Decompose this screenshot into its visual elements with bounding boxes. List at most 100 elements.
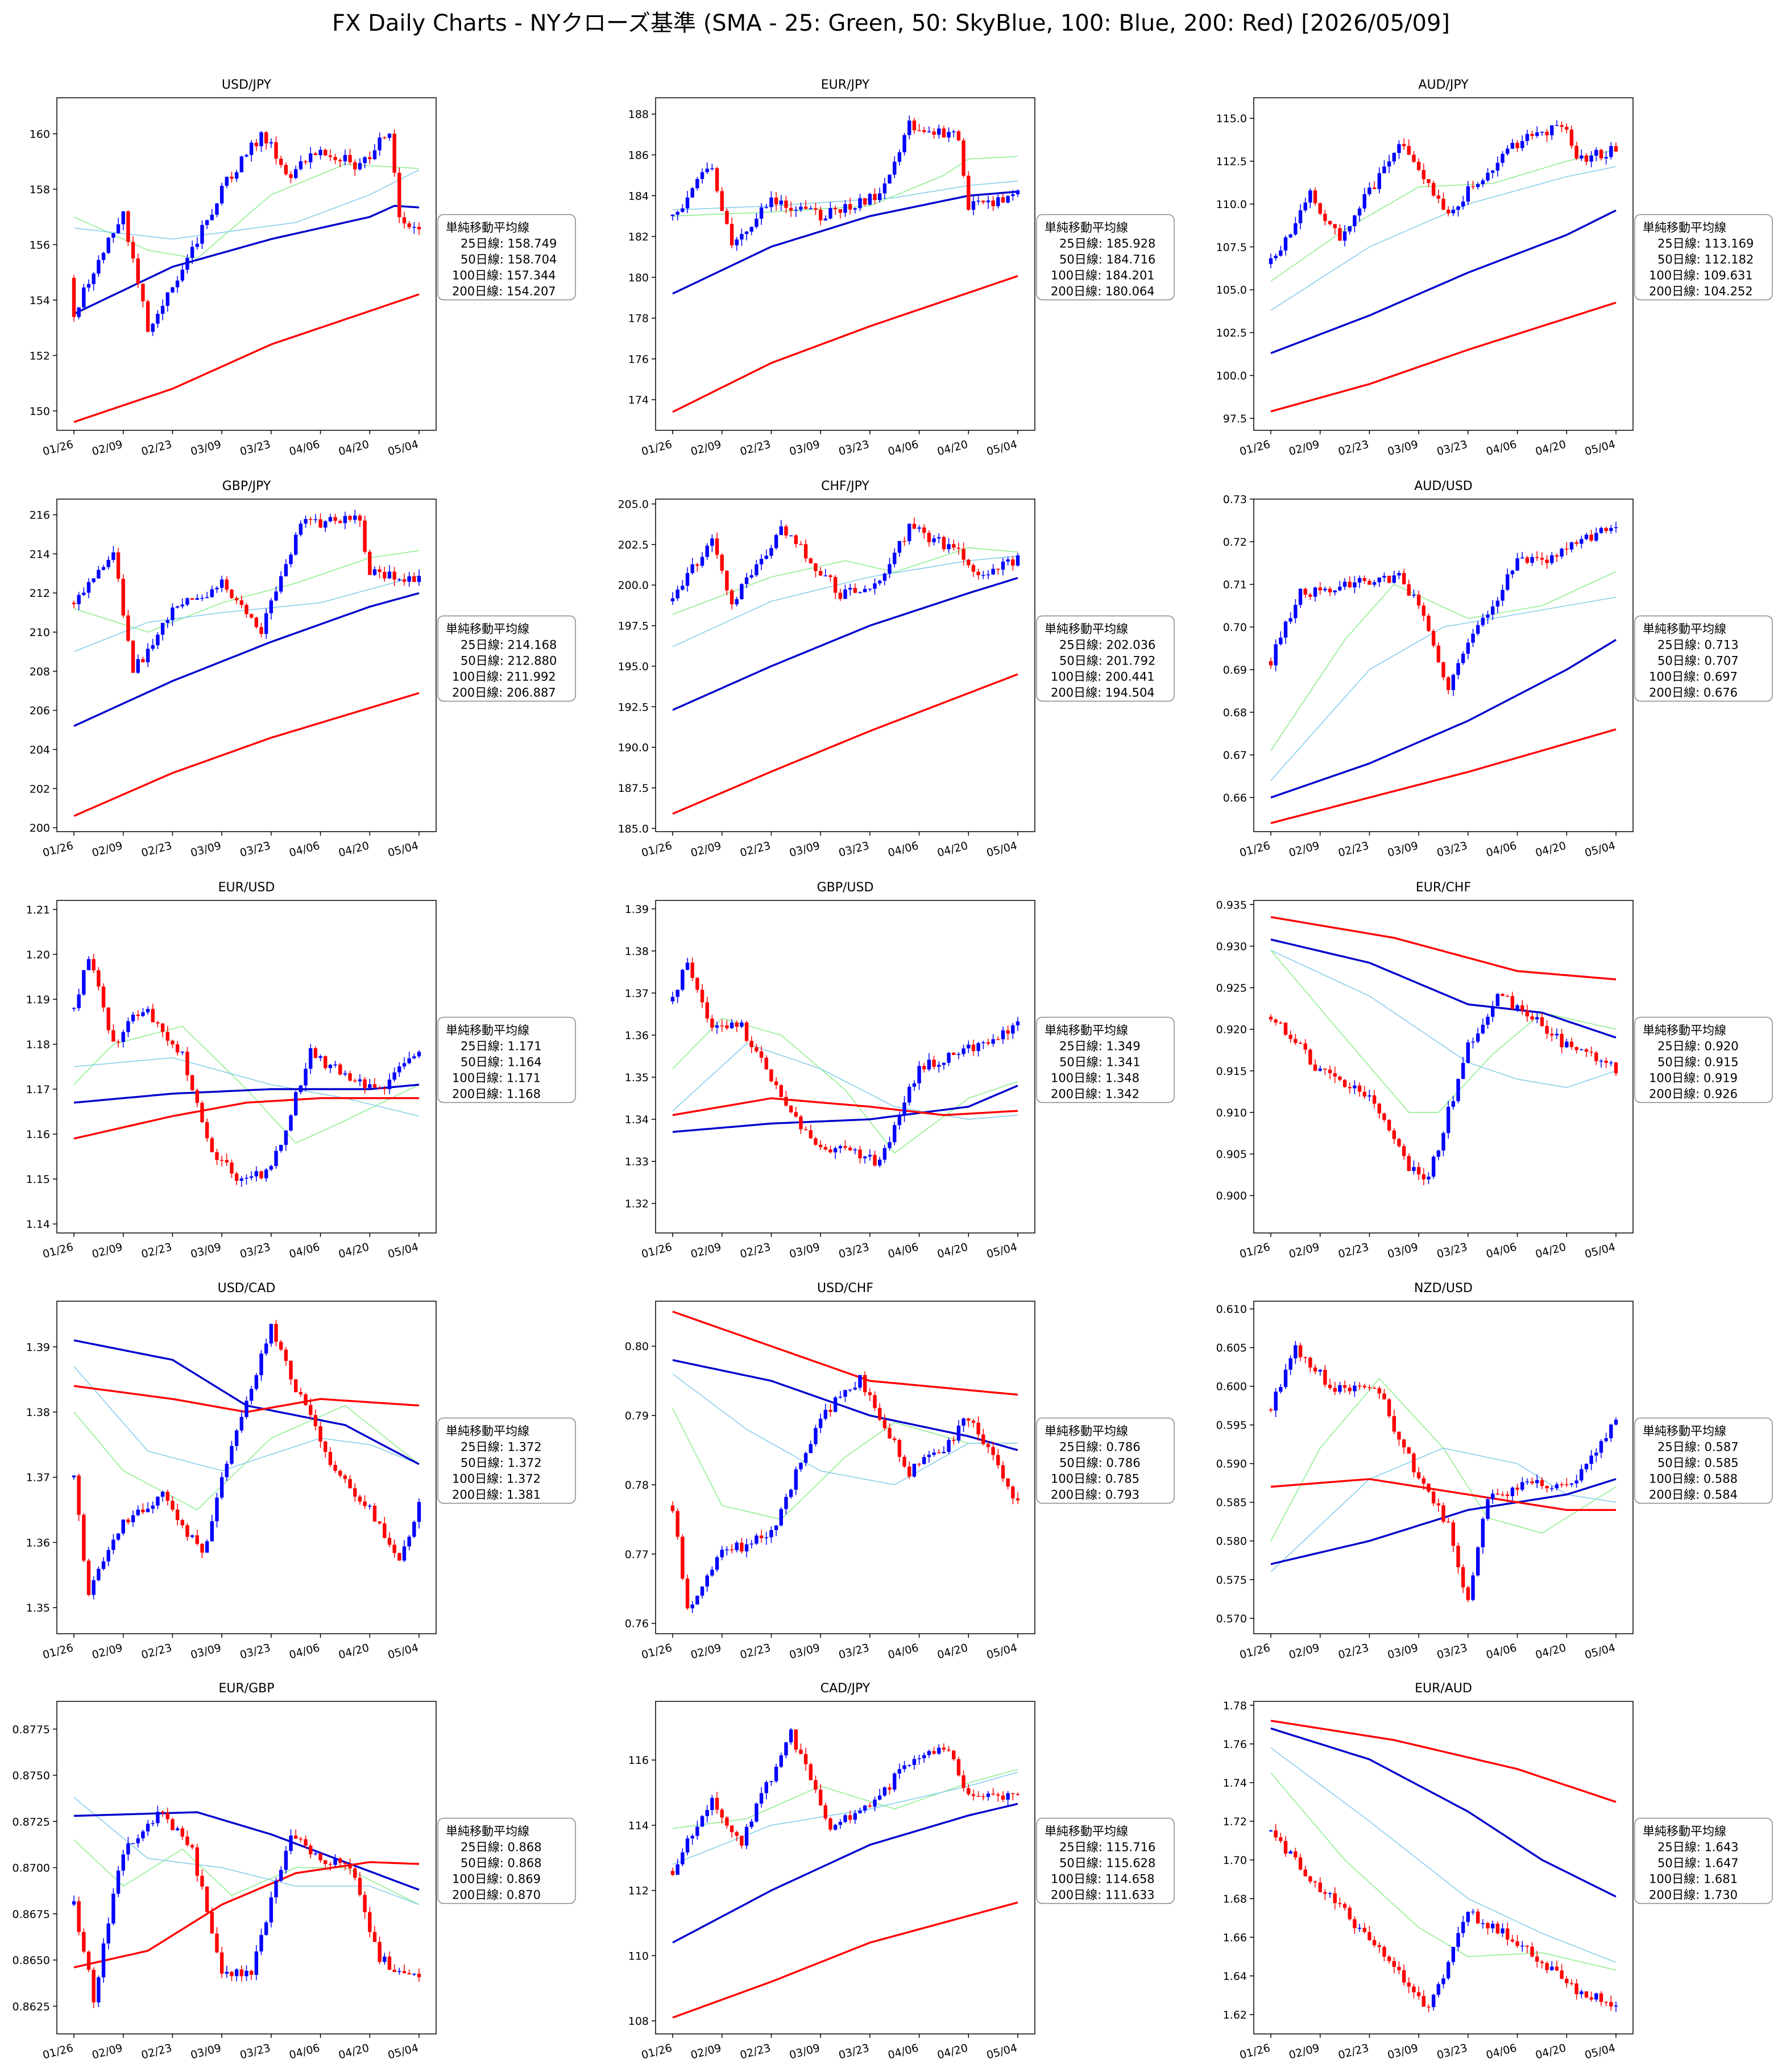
x-tick-label: 02/23 <box>1337 1241 1370 1261</box>
candle-body <box>412 576 416 582</box>
plot-frame <box>56 97 437 431</box>
legend-entry: 200日線: 0.926 <box>1649 1087 1738 1101</box>
candle-body <box>1298 1345 1303 1357</box>
y-tick-label: 1.37 <box>625 987 649 1000</box>
legend-box <box>437 214 576 301</box>
candle-body <box>779 200 783 205</box>
y-tick-label: 0.77 <box>625 1548 649 1561</box>
candle-body <box>1367 1932 1371 1940</box>
candle-body <box>695 178 699 189</box>
candle-body <box>715 168 719 192</box>
x-tick-label: 05/04 <box>985 1642 1019 1662</box>
candle-body <box>97 1977 101 2003</box>
legend-entry: 200日線: 1.730 <box>1649 1888 1738 1902</box>
candle-body <box>165 620 169 623</box>
candle-body <box>244 1970 248 1977</box>
candle-body <box>705 1575 709 1587</box>
candle-body <box>1476 1547 1480 1576</box>
candle-body <box>1006 1478 1010 1487</box>
candle-body <box>1377 1388 1381 1394</box>
candle-body <box>131 242 135 259</box>
candle-body <box>338 160 342 161</box>
candle-body <box>417 1502 421 1522</box>
candle-body <box>749 1040 753 1048</box>
x-tick-label: 04/06 <box>288 438 321 458</box>
candle-body <box>328 155 333 157</box>
y-tick-label: 105.0 <box>1216 284 1247 297</box>
candle-body <box>932 1751 936 1754</box>
candle-body <box>126 1843 130 1855</box>
candle-body <box>1006 1793 1010 1800</box>
sma25-line <box>672 1018 1018 1154</box>
candle-body <box>1001 1030 1005 1040</box>
candle-body <box>690 1604 694 1609</box>
candle-body <box>1318 1369 1322 1372</box>
candle-body <box>180 1828 184 1837</box>
candle-body <box>1001 1795 1005 1800</box>
x-tick-label: 05/04 <box>387 1241 420 1261</box>
sma-legend: 単純移動平均線 25日線: 115.716 50日線: 115.628 100日線: … <box>1036 1817 1175 1904</box>
y-tick-label: 0.610 <box>1216 1303 1247 1316</box>
candle-body <box>1372 187 1377 189</box>
x-tick-label: 03/09 <box>189 840 223 859</box>
candle-body <box>690 962 694 978</box>
candle-body <box>338 1858 342 1863</box>
candle-body <box>927 533 931 542</box>
candle-body <box>1313 587 1317 597</box>
x-tick-label: 02/09 <box>1287 1241 1321 1261</box>
candle-body <box>873 1799 877 1807</box>
candle-body <box>328 1065 333 1068</box>
chart-title: NZD/USD <box>1414 1281 1473 1295</box>
legend-entry: 200日線: 0.584 <box>1649 1488 1738 1502</box>
candle-body <box>244 1401 248 1417</box>
candle-body <box>1614 527 1618 528</box>
chart-title: GBP/JPY <box>222 479 271 493</box>
candle-body <box>1486 1016 1490 1025</box>
legend-heading: 単純移動平均線 <box>1643 1425 1726 1438</box>
candle-body <box>779 1755 783 1767</box>
sma25-line <box>73 164 420 259</box>
candle-body <box>912 121 917 131</box>
candle-body <box>868 1805 872 1807</box>
legend-box <box>1036 1016 1175 1103</box>
candle-body <box>309 1845 313 1855</box>
candle-body <box>343 1073 347 1075</box>
candle-body <box>284 165 288 175</box>
candle-body <box>249 1389 254 1401</box>
candle-body <box>378 569 382 572</box>
candle-body <box>759 207 764 219</box>
legend-heading: 単純移動平均線 <box>446 622 529 636</box>
candle-body <box>1407 1982 1411 1987</box>
candle-body <box>675 1864 679 1875</box>
candle-body <box>1422 170 1426 180</box>
candle-body <box>175 1509 180 1521</box>
candle-body <box>1609 146 1613 157</box>
y-tick-label: 202 <box>30 783 50 795</box>
candle-body <box>1338 1903 1342 1904</box>
candle-body <box>967 1044 971 1049</box>
candle-body <box>180 1052 184 1053</box>
candle-body <box>215 588 219 589</box>
candle-body <box>407 1537 411 1547</box>
candle-body <box>111 233 115 238</box>
candle-body <box>1525 1010 1530 1017</box>
candle-body <box>1471 633 1475 643</box>
candle-body <box>1495 1493 1500 1495</box>
sma200-line <box>73 692 420 817</box>
legend-entry: 50日線: 0.707 <box>1657 654 1739 668</box>
candle-body <box>715 1797 719 1810</box>
candle-body <box>353 1080 357 1082</box>
candle-body <box>1584 1049 1589 1052</box>
candle-body <box>205 1122 209 1139</box>
candle-body <box>343 1862 347 1864</box>
candle-body <box>947 544 951 550</box>
candle-body <box>1313 1064 1317 1071</box>
candle-body <box>106 1923 110 1944</box>
candle-body <box>1436 1503 1441 1506</box>
candle-body <box>1604 1060 1608 1063</box>
candle-body <box>86 284 91 288</box>
candle-body <box>685 1838 690 1853</box>
y-tick-label: 0.76 <box>625 1618 649 1630</box>
sma-legend: 単純移動平均線 25日線: 0.587 50日線: 0.585 100日線: 0.58… <box>1634 1417 1773 1504</box>
candle-body <box>269 600 273 613</box>
